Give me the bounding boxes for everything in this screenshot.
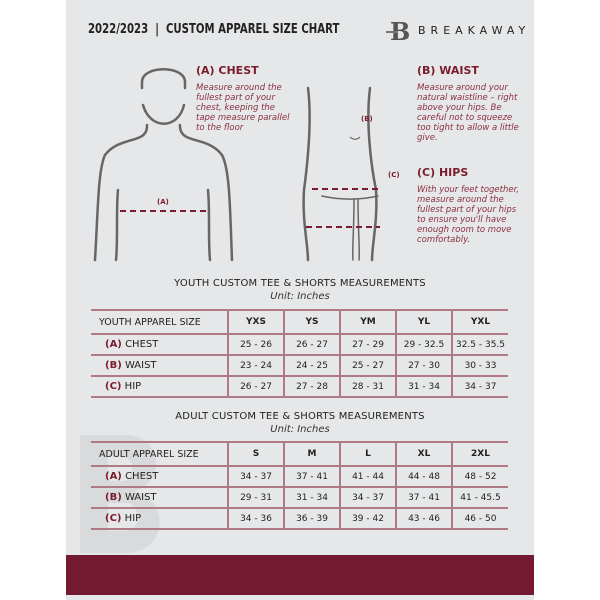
cell: 27 - 28 <box>283 375 340 398</box>
cell: 24 - 25 <box>283 354 340 377</box>
cell: 30 - 33 <box>451 354 508 377</box>
table-header-row: ADULT APPAREL SIZE S M L XL 2XL <box>91 441 508 467</box>
cell: 31 - 34 <box>395 375 452 398</box>
table-row: (B) WAIST 23 - 24 24 - 25 25 - 27 27 - 30 30 … <box>91 354 508 377</box>
cell: 27 - 29 <box>339 333 396 356</box>
footer-band <box>66 555 534 595</box>
row-label: (C) HIP <box>91 375 228 398</box>
chest-description: Measure around the fullest part of your … <box>196 83 290 133</box>
row-label: (C) HIP <box>91 507 228 530</box>
cell: 41 - 45.5 <box>451 486 508 509</box>
body-figures-illustration <box>93 68 380 262</box>
waist-marker: (B) <box>361 115 373 123</box>
cell: 34 - 36 <box>227 507 284 530</box>
cell: 34 - 37 <box>451 375 508 398</box>
cell: 43 - 46 <box>395 507 452 530</box>
table-header-row: YOUTH APPAREL SIZE YXS YS YM YL YXL <box>91 309 508 335</box>
chest-heading: (A) CHEST <box>196 64 259 77</box>
page-title: 2022/2023 | CUSTOM APPAREL SIZE CHART <box>88 22 340 37</box>
waist-description: Measure around your natural waistline – … <box>417 83 519 143</box>
header-cell: YXL <box>451 309 508 335</box>
cell: 27 - 30 <box>395 354 452 377</box>
adult-table-unit: Unit: Inches <box>270 424 330 435</box>
cell: 29 - 31 <box>227 486 284 509</box>
row-label: (A) CHEST <box>91 465 228 488</box>
header-cell: YXS <box>227 309 284 335</box>
hips-heading: (C) HIPS <box>417 166 469 179</box>
cell: 28 - 31 <box>339 375 396 398</box>
cell: 46 - 50 <box>451 507 508 530</box>
cell: 37 - 41 <box>395 486 452 509</box>
table-row: (C) HIP 26 - 27 27 - 28 28 - 31 31 - 34 34 - … <box>91 375 508 398</box>
svg-text:B: B <box>390 18 410 44</box>
hips-description: With your feet together, measure around … <box>417 185 520 245</box>
cell: 36 - 39 <box>283 507 340 530</box>
cell: 48 - 52 <box>451 465 508 488</box>
header-cell: YOUTH APPAREL SIZE <box>91 309 228 335</box>
youth-table-unit: Unit: Inches <box>270 291 330 302</box>
youth-size-table: YOUTH APPAREL SIZE YXS YS YM YL YXL (A) CHEST… <box>91 309 508 398</box>
header-cell: YS <box>283 309 340 335</box>
cell: 26 - 27 <box>283 333 340 356</box>
hips-marker: (C) <box>388 171 400 179</box>
chest-marker: (A) <box>157 198 169 206</box>
cell: 41 - 44 <box>339 465 396 488</box>
cell: 29 - 32.5 <box>395 333 452 356</box>
cell: 39 - 42 <box>339 507 396 530</box>
row-label: (B) WAIST <box>91 354 228 377</box>
header-cell: 2XL <box>451 441 508 467</box>
header-cell: M <box>283 441 340 467</box>
brand-name: BREAKAWAY <box>418 24 531 37</box>
cell: 32.5 - 35.5 <box>451 333 508 356</box>
header-cell: YL <box>395 309 452 335</box>
cell: 31 - 34 <box>283 486 340 509</box>
cell: 26 - 27 <box>227 375 284 398</box>
cell: 25 - 27 <box>339 354 396 377</box>
cell: 25 - 26 <box>227 333 284 356</box>
header-cell: ADULT APPAREL SIZE <box>91 441 228 467</box>
header-cell: L <box>339 441 396 467</box>
breakaway-logo-icon: B <box>386 18 410 44</box>
adult-table-title: ADULT CUSTOM TEE & SHORTS MEASUREMENTS <box>175 411 425 422</box>
cell: 23 - 24 <box>227 354 284 377</box>
table-row: (C) HIP 34 - 36 36 - 39 39 - 42 43 - 46 46 - … <box>91 507 508 530</box>
youth-table-title: YOUTH CUSTOM TEE & SHORTS MEASUREMENTS <box>174 278 426 289</box>
row-label: (B) WAIST <box>91 486 228 509</box>
header-cell: S <box>227 441 284 467</box>
adult-size-table: ADULT APPAREL SIZE S M L XL 2XL (A) CHEST 34 -… <box>91 441 508 530</box>
header-cell: YM <box>339 309 396 335</box>
table-row: (B) WAIST 29 - 31 31 - 34 34 - 37 37 - 41 41 … <box>91 486 508 509</box>
cell: 37 - 41 <box>283 465 340 488</box>
cell: 34 - 37 <box>227 465 284 488</box>
row-label: (A) CHEST <box>91 333 228 356</box>
waist-heading: (B) WAIST <box>417 64 479 77</box>
cell: 44 - 48 <box>395 465 452 488</box>
table-row: (A) CHEST 34 - 37 37 - 41 41 - 44 44 - 48 48 … <box>91 465 508 488</box>
cell: 34 - 37 <box>339 486 396 509</box>
head-outline <box>140 68 187 90</box>
header-cell: XL <box>395 441 452 467</box>
table-row: (A) CHEST 25 - 26 26 - 27 27 - 29 29 - 32.5 3… <box>91 333 508 356</box>
